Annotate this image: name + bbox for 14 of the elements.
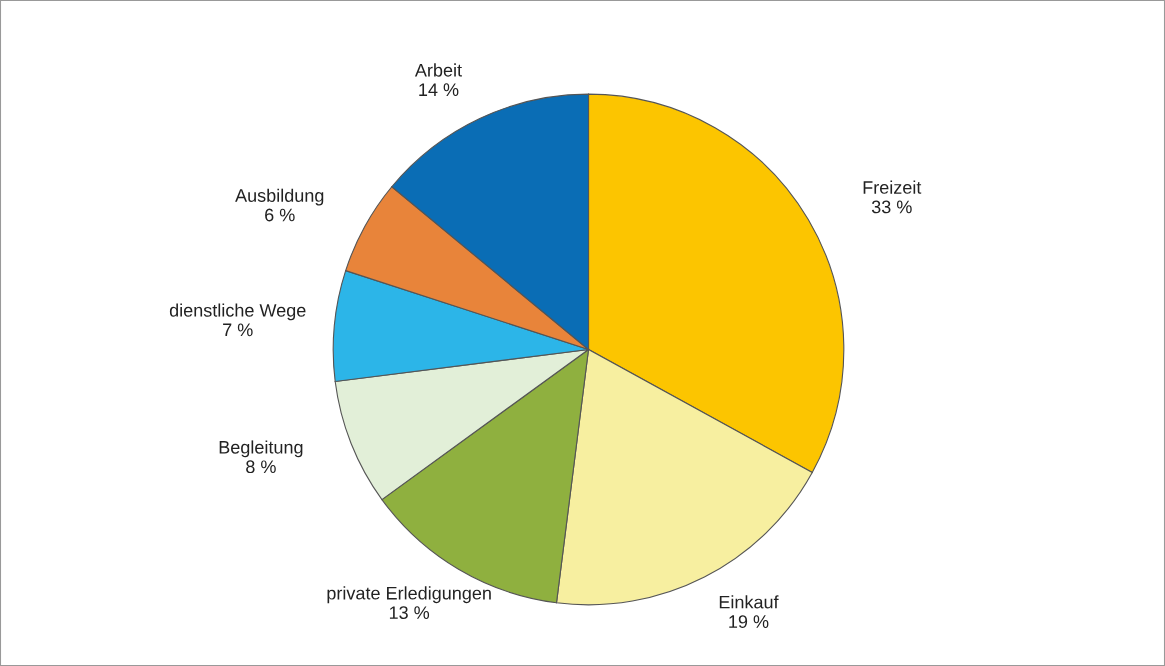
data-label: 8 % (246, 460, 276, 474)
slice-label: Einkauf (719, 595, 779, 609)
data-label: 13 % (389, 606, 430, 620)
slice-label: Freizeit (863, 180, 922, 194)
data-label: 7 % (223, 323, 253, 337)
slice-label: dienstliche Wege (169, 303, 306, 321)
slice-label: private Erledigungen (327, 586, 491, 604)
slice-label: Arbeit (414, 63, 462, 77)
data-label: 6 % (265, 208, 295, 222)
slice-label: Ausbildung (235, 188, 324, 206)
slice-label: Begleitung (219, 440, 303, 458)
data-label: 14 % (419, 83, 459, 97)
data-label: 33 % (871, 200, 912, 214)
data-label: 19 % (729, 615, 769, 628)
